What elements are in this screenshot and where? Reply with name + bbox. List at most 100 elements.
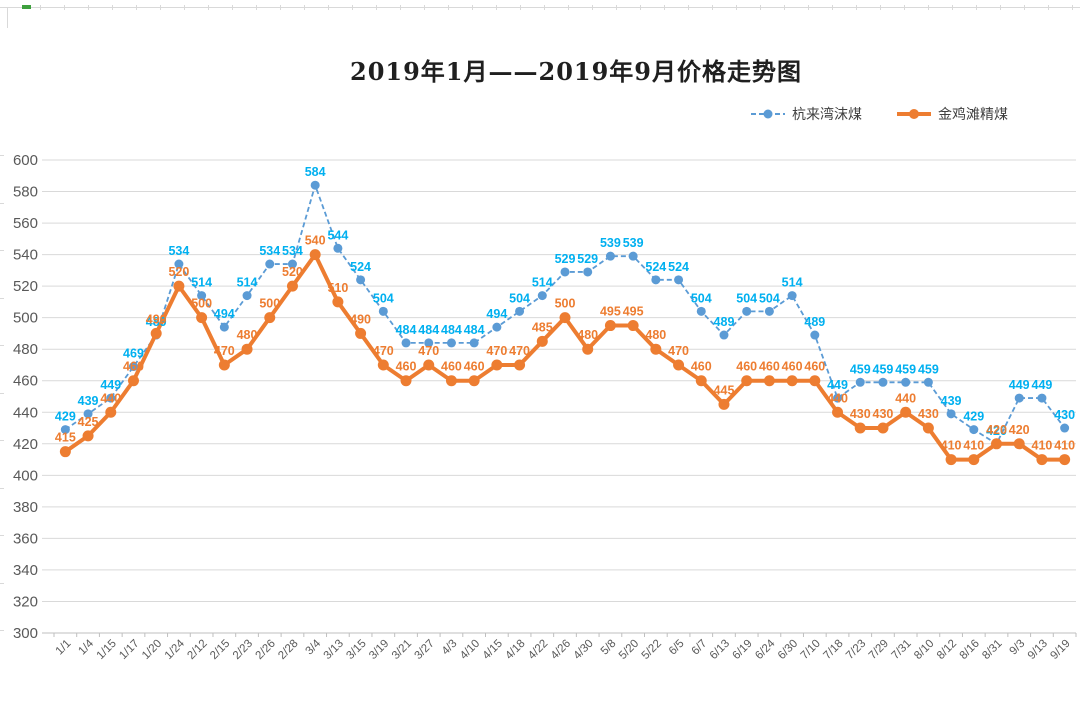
blue-data-label: 489 (146, 315, 167, 329)
x-axis-label: 9/3 (1008, 638, 1028, 658)
spreadsheet-column-tick (1000, 5, 1001, 10)
x-axis-label: 5/22 (640, 638, 664, 662)
x-axis-label: 1/24 (163, 637, 188, 662)
spreadsheet-column-tick (832, 5, 833, 10)
orange-data-label: 415 (55, 431, 76, 445)
orange-data-label: 445 (714, 383, 735, 397)
x-axis-label: 3/27 (413, 638, 437, 662)
y-axis-label: 480 (13, 341, 38, 358)
spreadsheet-column-tick (976, 5, 977, 10)
x-axis-label: 5/20 (617, 638, 641, 662)
x-axis-label: 8/31 (980, 638, 1004, 662)
orange-series-marker (559, 312, 571, 324)
blue-series-marker (378, 306, 388, 316)
orange-series-marker (991, 438, 1003, 450)
blue-data-label: 514 (532, 276, 553, 290)
orange-series-marker (105, 406, 117, 418)
spreadsheet-row-tick (0, 203, 4, 204)
x-axis-label: 2/28 (276, 638, 300, 662)
orange-series-marker (854, 422, 866, 434)
blue-data-label: 489 (714, 315, 735, 329)
blue-series-marker (901, 377, 911, 387)
x-axis-label: 8/10 (912, 638, 936, 662)
blue-data-label: 449 (100, 378, 121, 392)
y-axis-label: 380 (13, 499, 38, 516)
spreadsheet-column-tick (328, 5, 329, 10)
x-axis-label: 8/16 (958, 638, 982, 662)
spreadsheet-row-tick (0, 440, 4, 441)
orange-data-label: 425 (78, 415, 99, 429)
orange-series-marker (309, 249, 321, 261)
orange-series-marker (468, 375, 480, 387)
orange-series-marker (332, 296, 344, 308)
legend-item-jinjitan[interactable]: 金鸡滩精煤 (896, 104, 1008, 124)
blue-data-label: 534 (259, 244, 280, 258)
orange-series-marker (718, 398, 730, 410)
orange-series-marker (241, 343, 253, 355)
x-axis-label: 3/13 (322, 638, 346, 662)
blue-series-marker (265, 259, 275, 269)
spreadsheet-column-tick (496, 5, 497, 10)
spreadsheet-column-tick (952, 5, 953, 10)
y-axis-label: 540 (13, 247, 38, 264)
blue-data-label: 504 (373, 291, 394, 305)
blue-data-label: 484 (396, 323, 417, 337)
spreadsheet-column-tick (808, 5, 809, 10)
spreadsheet-column-tick (1072, 5, 1073, 10)
spreadsheet-column-tick (400, 5, 401, 10)
legend-item-hanglaiwan[interactable]: 杭来湾沫煤 (750, 104, 862, 124)
orange-series-marker (945, 454, 957, 466)
spreadsheet-column-tick (352, 5, 353, 10)
spreadsheet-column-tick (40, 5, 41, 10)
orange-series-marker (536, 335, 548, 347)
spreadsheet-column-tick (64, 5, 65, 10)
blue-data-label: 514 (237, 276, 258, 290)
orange-data-label: 480 (577, 328, 598, 342)
blue-series-marker (696, 306, 706, 316)
spreadsheet-column-tick (112, 5, 113, 10)
orange-series-marker (877, 422, 889, 434)
blue-data-label: 534 (168, 244, 189, 258)
y-axis-label: 360 (13, 530, 38, 547)
blue-series-marker (60, 425, 70, 435)
orange-data-label: 430 (873, 407, 894, 421)
orange-series-marker (445, 375, 457, 387)
y-axis-label: 400 (13, 467, 38, 484)
spreadsheet-column-tick (304, 5, 305, 10)
spreadsheet-column-tick (424, 5, 425, 10)
blue-series-marker (923, 377, 933, 387)
blue-series-marker (310, 180, 320, 190)
spreadsheet-row-tick (0, 345, 4, 346)
blue-data-label: 504 (691, 291, 712, 305)
spreadsheet-top-gridline (0, 7, 1080, 8)
blue-series-marker (969, 425, 979, 435)
y-axis-label: 600 (13, 152, 38, 169)
blue-series-marker (219, 322, 229, 332)
spreadsheet-column-tick (592, 5, 593, 10)
orange-data-label: 470 (418, 344, 439, 358)
blue-data-label: 449 (827, 378, 848, 392)
spreadsheet-row-tick (0, 393, 4, 394)
blue-series-marker (855, 377, 865, 387)
blue-data-label: 514 (191, 276, 212, 290)
blue-series-marker (1037, 393, 1047, 403)
blue-data-label: 539 (600, 236, 621, 250)
blue-series-marker (810, 330, 820, 340)
spreadsheet-column-tick (376, 5, 377, 10)
spreadsheet-column-tick (904, 5, 905, 10)
blue-series-marker (356, 275, 366, 285)
x-axis-label: 1/1 (54, 638, 74, 658)
x-axis-label: 2/23 (231, 638, 255, 662)
blue-data-label: 459 (918, 362, 939, 376)
spreadsheet-column-tick (208, 5, 209, 10)
blue-series-marker (128, 362, 138, 372)
orange-data-label: 520 (168, 265, 189, 279)
orange-data-label: 500 (191, 297, 212, 311)
blue-series-marker (560, 267, 570, 277)
orange-data-label: 485 (532, 320, 553, 334)
spreadsheet-column-tick (1048, 5, 1049, 10)
orange-data-label: 410 (1054, 439, 1075, 453)
orange-data-label: 440 (100, 391, 121, 405)
orange-series-marker (695, 375, 707, 387)
